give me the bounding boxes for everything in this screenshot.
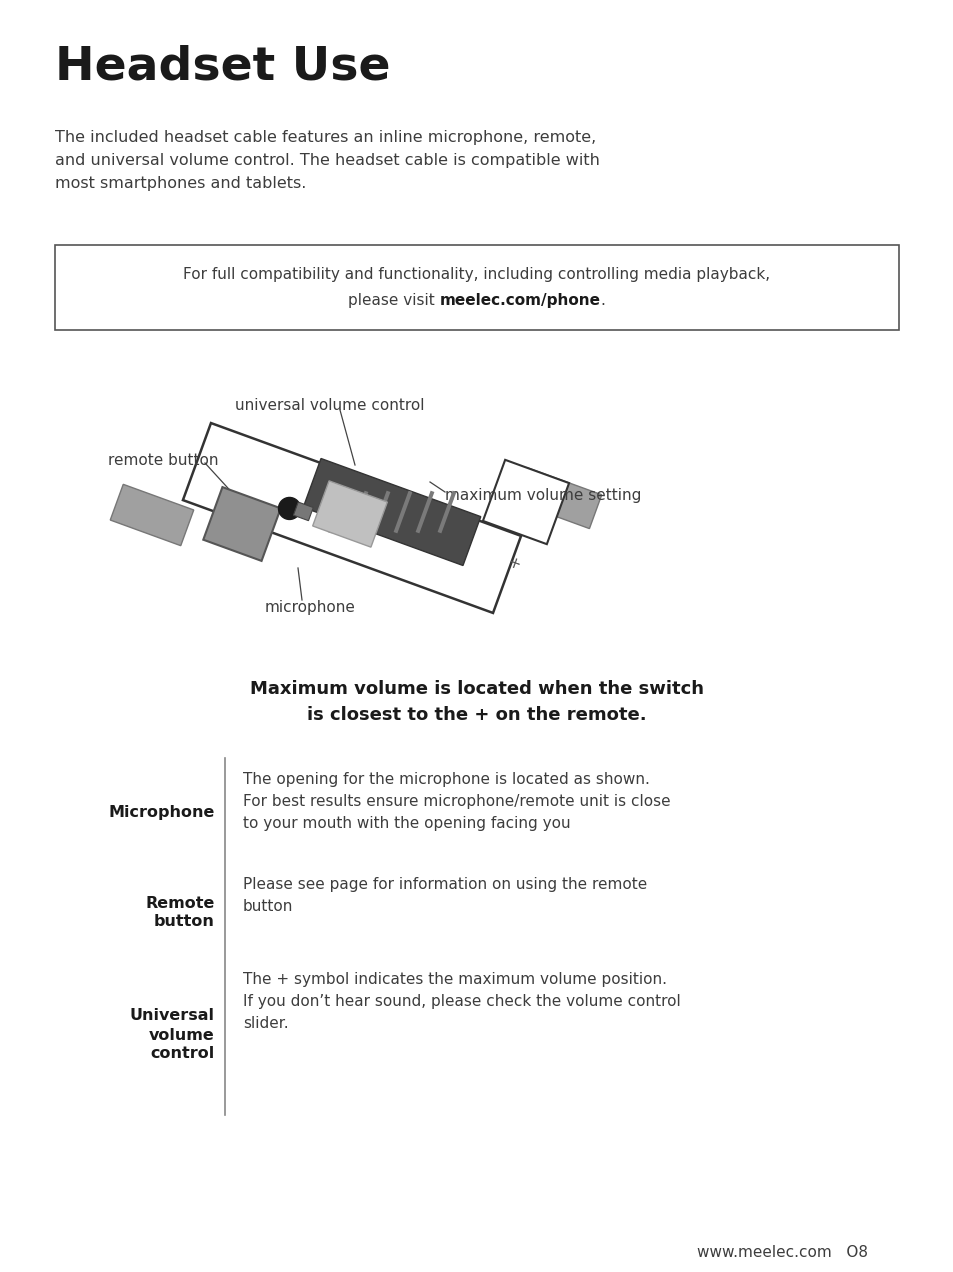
Text: remote button: remote button bbox=[108, 453, 218, 468]
Text: The included headset cable features an inline microphone, remote,
and universal : The included headset cable features an i… bbox=[55, 130, 599, 191]
Polygon shape bbox=[514, 467, 601, 529]
Text: Remote: Remote bbox=[146, 895, 214, 911]
Polygon shape bbox=[482, 460, 569, 544]
Text: Please see page for information on using the remote
button: Please see page for information on using… bbox=[243, 876, 646, 915]
Text: maximum volume setting: maximum volume setting bbox=[444, 488, 640, 502]
Text: Headset Use: Headset Use bbox=[55, 45, 390, 90]
Text: The + symbol indicates the maximum volume position.
If you don’t hear sound, ple: The + symbol indicates the maximum volum… bbox=[243, 972, 680, 1032]
Polygon shape bbox=[349, 491, 368, 533]
Text: .: . bbox=[600, 293, 605, 308]
Polygon shape bbox=[313, 481, 387, 547]
Text: Microphone: Microphone bbox=[109, 805, 214, 820]
Polygon shape bbox=[303, 458, 480, 566]
Text: button: button bbox=[154, 915, 214, 930]
Text: please visit: please visit bbox=[348, 293, 439, 308]
Polygon shape bbox=[294, 502, 313, 520]
Polygon shape bbox=[111, 485, 193, 546]
Text: meelec.com/phone: meelec.com/phone bbox=[439, 293, 600, 308]
Text: +: + bbox=[505, 555, 522, 572]
Polygon shape bbox=[327, 491, 346, 533]
Polygon shape bbox=[394, 491, 412, 533]
Text: For full compatibility and functionality, including controlling media playback,: For full compatibility and functionality… bbox=[183, 267, 770, 282]
Text: The opening for the microphone is located as shown.
For best results ensure micr: The opening for the microphone is locate… bbox=[243, 772, 670, 832]
Text: volume: volume bbox=[149, 1028, 214, 1043]
Polygon shape bbox=[416, 491, 434, 533]
Text: control: control bbox=[151, 1047, 214, 1062]
Text: www.meelec.com   O8: www.meelec.com O8 bbox=[697, 1245, 867, 1261]
Text: Maximum volume is located when the switch: Maximum volume is located when the switc… bbox=[250, 681, 703, 698]
Text: microphone: microphone bbox=[265, 600, 355, 614]
Polygon shape bbox=[372, 491, 390, 533]
Text: universal volume control: universal volume control bbox=[234, 398, 424, 413]
Bar bbox=[55, 245, 898, 329]
Circle shape bbox=[278, 497, 300, 519]
Polygon shape bbox=[183, 424, 520, 613]
Text: Universal: Universal bbox=[130, 1009, 214, 1024]
Polygon shape bbox=[203, 487, 280, 561]
Polygon shape bbox=[437, 491, 456, 533]
Text: is closest to the + on the remote.: is closest to the + on the remote. bbox=[307, 706, 646, 724]
